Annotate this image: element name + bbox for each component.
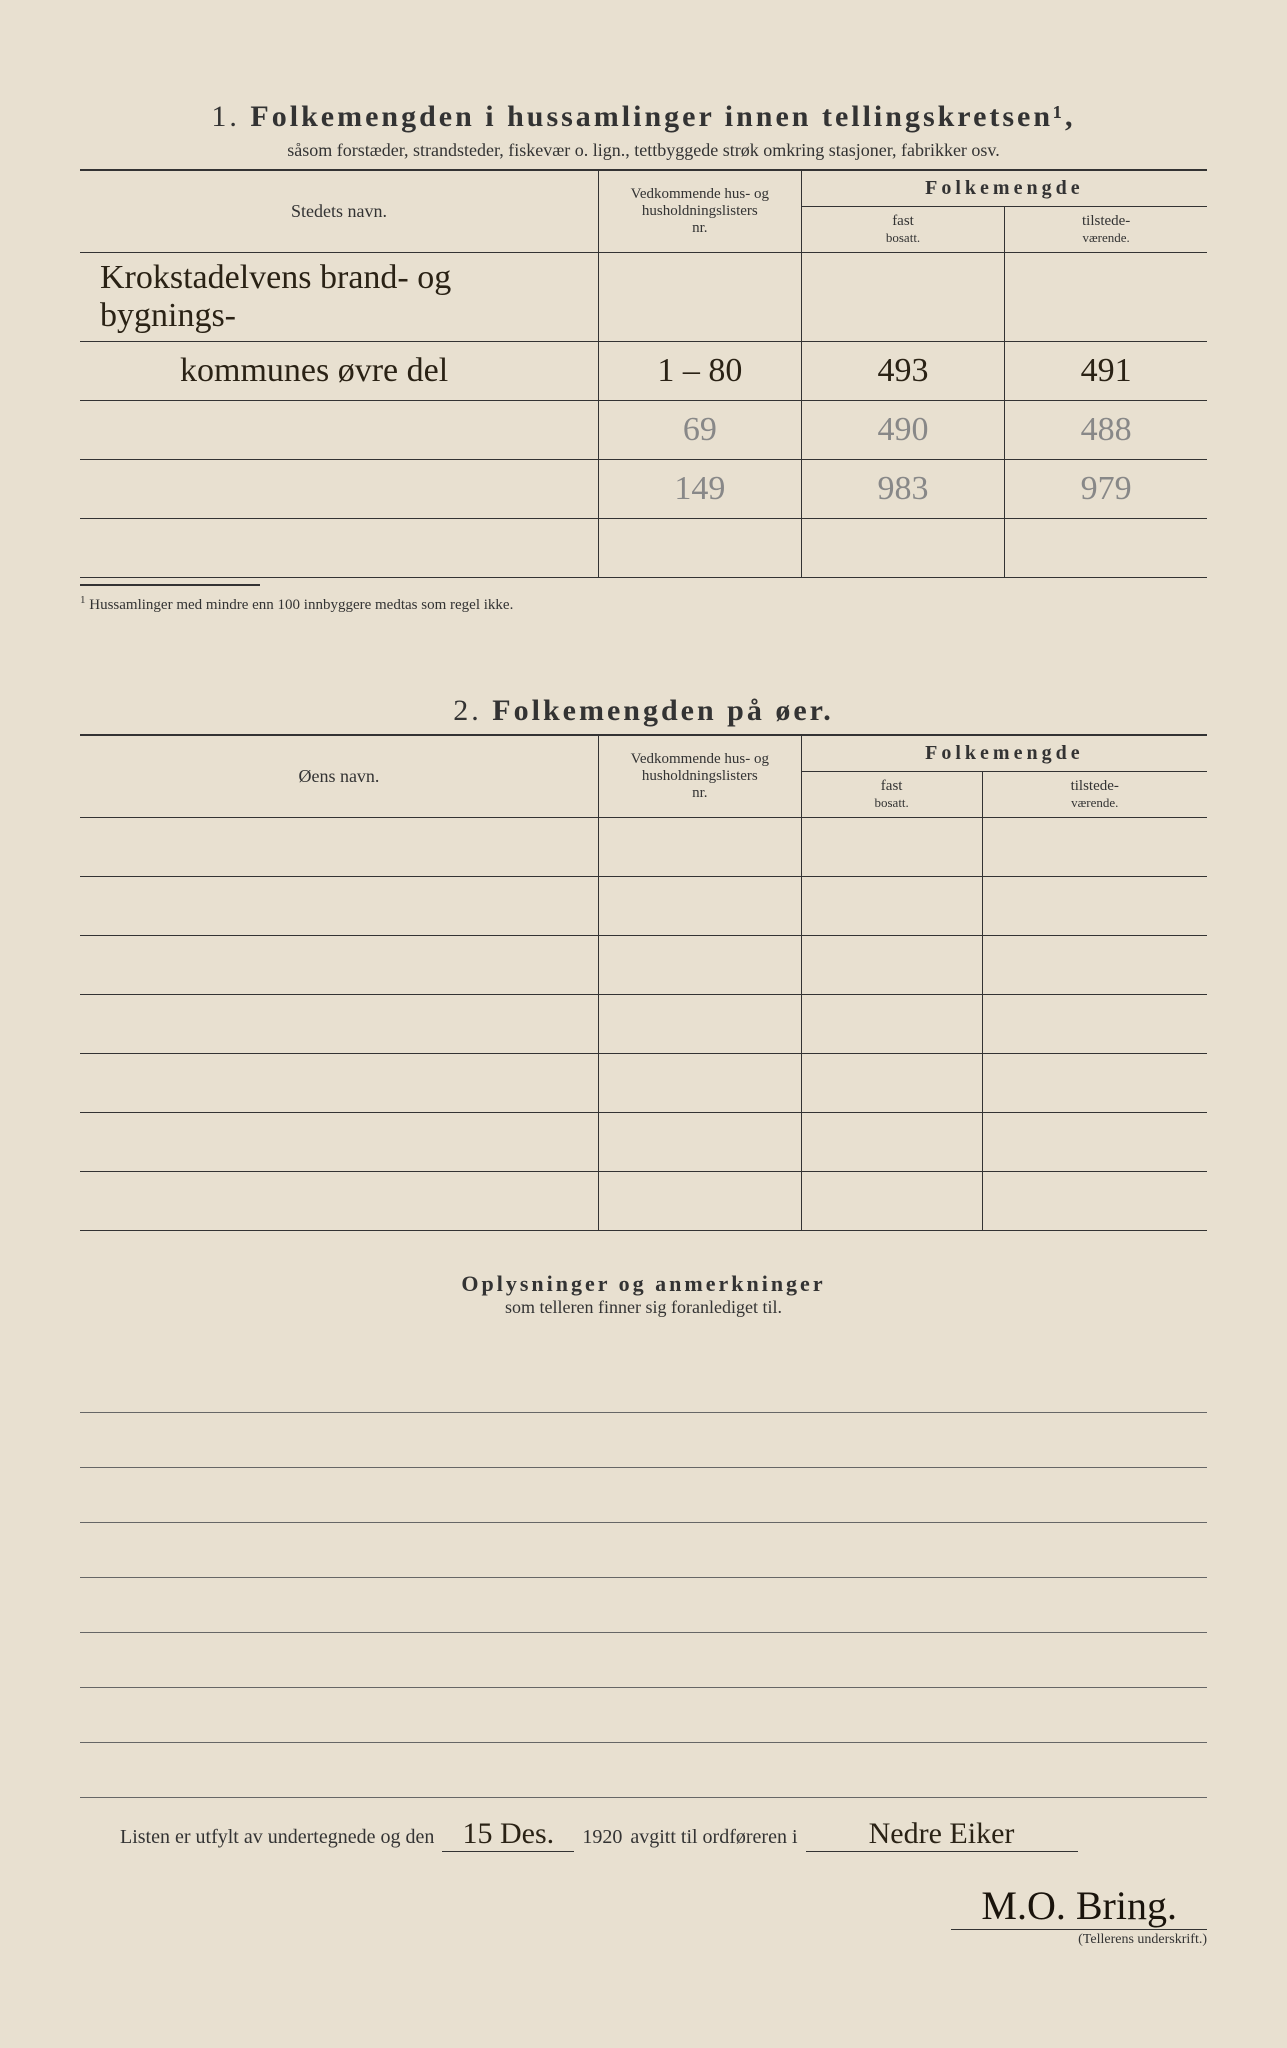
table-row	[80, 936, 1207, 995]
col-header-til: tilstede- værende.	[982, 772, 1207, 818]
cell-til: 979	[1005, 460, 1207, 519]
ruled-line	[80, 1468, 1207, 1523]
cell-name: Krokstadelvens brand- og bygnings-	[80, 253, 598, 342]
remarks-section: Oplysninger og anmerkninger som telleren…	[80, 1271, 1207, 1798]
col-nr-l2: husholdningslisters	[642, 203, 758, 219]
col-nr-l3: nr.	[692, 220, 707, 236]
cell-name	[80, 460, 598, 519]
table-row	[80, 995, 1207, 1054]
footer-place: Nedre Eiker	[806, 1817, 1078, 1852]
table-row: 69 490 488	[80, 401, 1207, 460]
ruled-line	[80, 1578, 1207, 1633]
col-header-name: Øens navn.	[80, 736, 598, 818]
signature-area: M.O. Bring. (Tellerens underskrift.)	[120, 1882, 1207, 1948]
remarks-title: Oplysninger og anmerkninger	[80, 1271, 1207, 1297]
footnote-sup: 1	[80, 594, 86, 606]
census-form-page: 1. Folkemengden i hussamlinger innen tel…	[0, 0, 1287, 2048]
footer-year: 1920	[582, 1826, 622, 1849]
remarks-subtitle: som telleren finner sig foranlediget til…	[80, 1297, 1207, 1318]
col-header-til: tilstede- værende.	[1005, 207, 1207, 253]
cell-nr: 69	[598, 401, 801, 460]
ruled-line	[80, 1633, 1207, 1688]
footer-text-2: avgitt til ordføreren i	[630, 1826, 797, 1849]
col-nr-l2: husholdningslisters	[642, 768, 758, 784]
table-1: Stedets navn. Vedkommende hus- og hushol…	[80, 171, 1207, 578]
section-1-title-text: Folkemengden i hussamlinger innen tellin…	[250, 100, 1075, 133]
table-row	[80, 1172, 1207, 1231]
cell-til: 491	[1005, 342, 1207, 401]
form-footer: Listen er utfylt av undertegnede og den …	[120, 1817, 1207, 1948]
table-row	[80, 1113, 1207, 1172]
table-row	[80, 519, 1207, 578]
table-1-body: Krokstadelvens brand- og bygnings- kommu…	[80, 253, 1207, 578]
footer-line: Listen er utfylt av undertegnede og den …	[120, 1817, 1207, 1852]
col-nr-l3: nr.	[692, 785, 707, 801]
footer-text-1: Listen er utfylt av undertegnede og den	[120, 1826, 434, 1849]
cell-nr: 1 – 80	[598, 342, 801, 401]
section-2-title: 2. Folkemengden på øer.	[80, 694, 1207, 728]
table-row	[80, 877, 1207, 936]
section-1-title: 1. Folkemengden i hussamlinger innen tel…	[80, 100, 1207, 134]
cell-nr: 149	[598, 460, 801, 519]
signature-label: (Tellerens underskrift.)	[120, 1932, 1207, 1948]
cell-name: kommunes øvre del	[80, 342, 598, 401]
ruled-line	[80, 1523, 1207, 1578]
footnote-text: Hussamlinger med mindre enn 100 innbygge…	[89, 597, 513, 613]
table-row	[80, 1054, 1207, 1113]
ruled-line	[80, 1688, 1207, 1743]
section-2-title-text: Folkemengden på øer.	[492, 694, 833, 727]
section-1-subtitle: såsom forstæder, strandsteder, fiskevær …	[80, 140, 1207, 161]
col-header-name: Stedets navn.	[80, 171, 598, 253]
section-1-footnote: 1 Hussamlinger med mindre enn 100 innbyg…	[80, 594, 1207, 614]
table-2-body	[80, 818, 1207, 1231]
cell-fast: 493	[801, 342, 1005, 401]
footer-date: 15 Des.	[442, 1817, 574, 1852]
cell-til	[1005, 253, 1207, 342]
section-2-number: 2.	[453, 694, 482, 727]
table-row: 149 983 979	[80, 460, 1207, 519]
footnote-rule	[80, 584, 260, 586]
ruled-line	[80, 1743, 1207, 1798]
col-nr-l1: Vedkommende hus- og	[631, 186, 769, 202]
col-header-fast: fast bosatt.	[801, 207, 1005, 253]
cell-fast	[801, 253, 1005, 342]
ruled-line	[80, 1358, 1207, 1413]
signature: M.O. Bring.	[951, 1882, 1207, 1930]
table-row: Krokstadelvens brand- og bygnings-	[80, 253, 1207, 342]
col-header-nr: Vedkommende hus- og husholdningslisters …	[598, 736, 801, 818]
col-header-nr: Vedkommende hus- og husholdningslisters …	[598, 171, 801, 253]
section-2: 2. Folkemengden på øer. Øens navn. Vedko…	[80, 694, 1207, 1231]
remarks-lines	[80, 1358, 1207, 1798]
col-nr-l1: Vedkommende hus- og	[631, 751, 769, 767]
cell-til: 488	[1005, 401, 1207, 460]
cell-fast: 983	[801, 460, 1005, 519]
table-row: kommunes øvre del 1 – 80 493 491	[80, 342, 1207, 401]
table-row	[80, 818, 1207, 877]
cell-name	[80, 401, 598, 460]
section-1: 1. Folkemengden i hussamlinger innen tel…	[80, 100, 1207, 614]
cell-nr	[598, 253, 801, 342]
cell-fast: 490	[801, 401, 1005, 460]
ruled-line	[80, 1413, 1207, 1468]
section-1-number: 1.	[211, 100, 240, 133]
col-header-fast: fast bosatt.	[801, 772, 982, 818]
table-2: Øens navn. Vedkommende hus- og husholdni…	[80, 736, 1207, 1231]
col-header-pop: Folkemengde	[801, 171, 1207, 207]
col-header-pop: Folkemengde	[801, 736, 1207, 772]
